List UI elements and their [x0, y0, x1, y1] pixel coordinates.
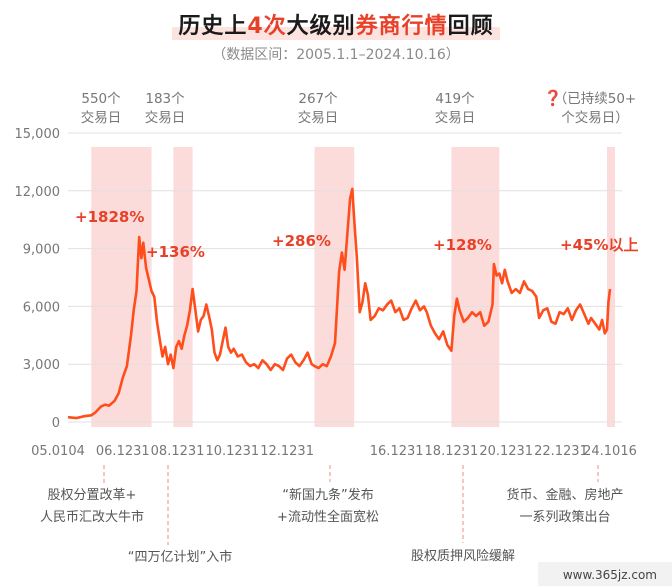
watermark: www.365jz.com: [563, 568, 657, 582]
period-3-days: 267个: [298, 91, 338, 107]
period-2-note-line: “四万亿计划”入市: [128, 549, 232, 565]
period-band-5: [606, 147, 615, 427]
y-tick-label: 3,000: [23, 358, 60, 373]
y-tick-label: 9,000: [23, 243, 60, 258]
x-tick-label: 05.0104: [31, 444, 85, 459]
x-tick-label: 08.1231: [151, 444, 205, 459]
title-wrap: 历史上4次大级别券商行情回顾: [0, 8, 672, 40]
watermark-bg: [538, 562, 672, 586]
x-tick-label: 20.1231: [479, 444, 533, 459]
title-part-3: 大级别: [286, 14, 356, 39]
period-1-days: 550个: [81, 91, 121, 107]
question-mark-icon: ❓: [544, 89, 563, 107]
x-tick-label: 12.1231: [260, 444, 314, 459]
period-band-4: [451, 147, 500, 427]
period-2-days: 183个: [145, 91, 185, 107]
chart-title: 历史上4次大级别券商行情回顾: [172, 8, 500, 40]
title-part-4: 券商行情: [355, 14, 448, 39]
period-5-days-unit: 个交易日）: [561, 109, 629, 126]
period-3-gain: +286%: [272, 232, 331, 250]
x-tick-label: 10.1231: [205, 444, 259, 459]
period-1-gain: +1828%: [75, 208, 144, 226]
period-5-note-line: 货币、金融、房地产: [506, 487, 623, 503]
title-part-1: 历史上: [178, 14, 248, 39]
grid: [68, 132, 622, 423]
x-tick-label: 18.1231: [425, 444, 479, 459]
period-3-days-unit: 交易日: [298, 109, 339, 126]
x-axis-ticks: 05.0104 06.1231 08.1231 10.1231 12.1231 16.12…: [31, 444, 637, 459]
period-5-note-line: 一系列政策出台: [519, 509, 610, 525]
title-part-5: 回顾: [447, 14, 494, 39]
x-tick-label: 16.1231: [370, 444, 424, 459]
period-2-gain: +136%: [146, 243, 205, 261]
period-band-3: [314, 147, 355, 427]
chart-subtitle: （数据区间：2005.1.1–2024.10.16）: [212, 47, 460, 63]
period-1-note-line: 人民币汇改大牛市: [40, 509, 144, 525]
series-group: [67, 187, 612, 420]
period-2-days-unit: 交易日: [145, 109, 186, 126]
x-tick-label: 24.1016: [583, 444, 637, 459]
x-tick-label: 06.1231: [96, 444, 150, 459]
period-5-gain: +45%以上: [560, 236, 638, 254]
y-tick-label: 12,000: [15, 185, 61, 200]
period-band-2: [173, 147, 193, 427]
y-axis-ticks: 0 3,000 6,000 9,000 12,000 15,000: [15, 127, 61, 431]
period-3-note-line: “新国九条”发布: [282, 487, 373, 503]
period-4-note-line: 股权质押风险缓解: [411, 548, 515, 564]
period-1-days-unit: 交易日: [81, 109, 122, 126]
period-4-days-unit: 交易日: [435, 109, 476, 126]
series-line: [67, 187, 612, 420]
y-tick-label: 15,000: [15, 127, 61, 142]
x-tick-label: 22.1231: [534, 444, 588, 459]
period-4-gain: +128%: [433, 236, 492, 254]
period-4-days: 419个: [435, 91, 475, 107]
y-tick-label: 0: [52, 416, 60, 431]
period-5-days: （已持续50+: [554, 91, 637, 107]
title-part-2: 4次: [247, 14, 287, 39]
watermark-group: www.365jz.com: [538, 562, 672, 586]
event-notes: 股权分置改革+ 人民币汇改大牛市 “四万亿计划”入市 “新国九条”发布 +流动性全面宽松…: [40, 465, 624, 565]
period-1-note-line: 股权分置改革+: [48, 487, 137, 503]
y-tick-label: 6,000: [23, 300, 60, 315]
period-3-note-line: +流动性全面宽松: [277, 509, 379, 525]
